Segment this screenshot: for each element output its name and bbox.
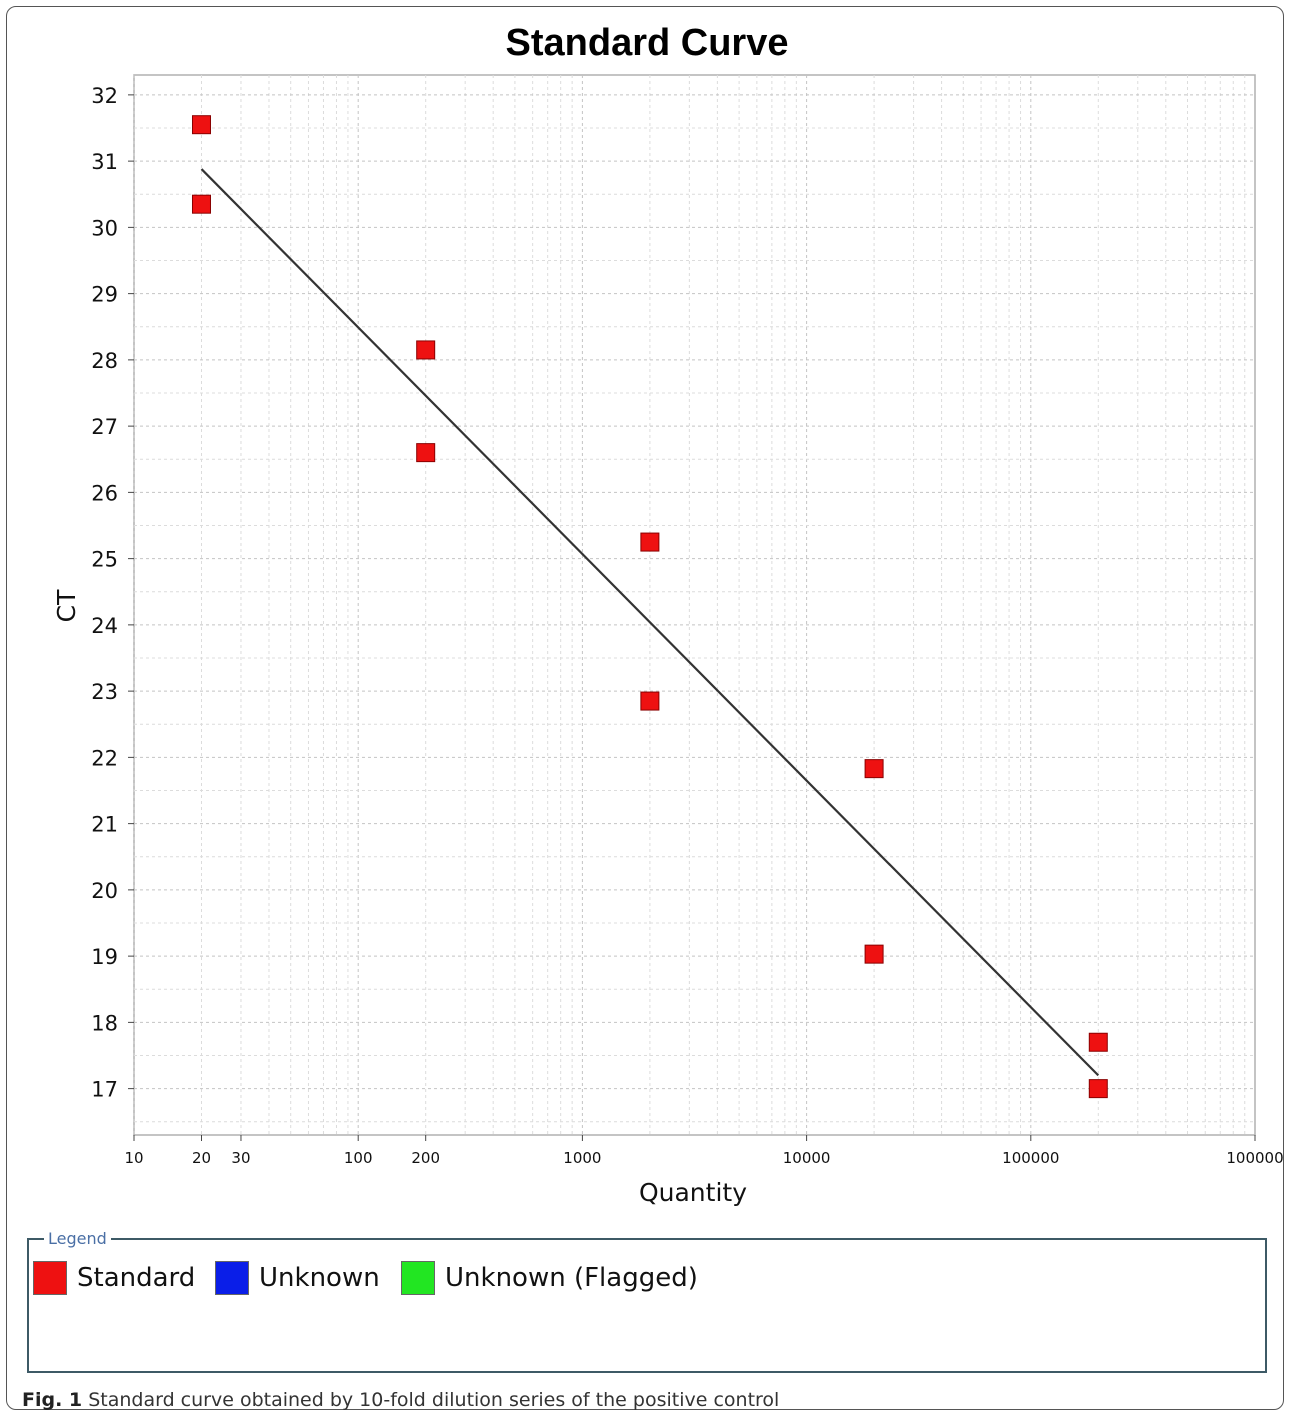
y-tick-label: 26 (91, 481, 118, 505)
x-tick-label: 10000 (783, 1149, 831, 1167)
y-tick-label: 27 (91, 415, 118, 439)
y-tick-label: 32 (91, 84, 118, 108)
x-tick-label: 1000 (563, 1149, 601, 1167)
legend-swatch-unknown (215, 1261, 249, 1295)
y-tick-label: 18 (91, 1011, 118, 1035)
legend-box (27, 1238, 1267, 1373)
x-tick-label: 100 (344, 1149, 373, 1167)
data-point-standard (1088, 1079, 1108, 1099)
y-tick-label: 28 (91, 349, 118, 373)
x-tick-label: 10 (124, 1149, 143, 1167)
y-axis-label: CT (52, 589, 81, 622)
regression-line (200, 168, 1100, 1077)
y-tick-label: 30 (91, 216, 118, 240)
legend-item-standard: Standard (33, 1260, 195, 1296)
data-points (191, 115, 1108, 1099)
plot-area (133, 74, 1256, 1136)
y-tick-label: 17 (91, 1078, 118, 1102)
standard-curve-chart: Standard Curve 17 18 19 20 21 22 23 24 25 26 27 28 2… (52, 22, 1284, 1207)
figure-frame (6, 6, 1284, 1410)
legend-title: Legend (44, 1229, 111, 1248)
legend-item-unknown-flagged: Unknown (Flagged) (401, 1260, 698, 1296)
x-tick-label: 30 (231, 1149, 250, 1167)
caption-text: Standard curve obtained by 10-fold dilut… (88, 1389, 780, 1411)
x-tick-label: 100000 (1226, 1149, 1283, 1167)
x-tick-label: 100000 (1002, 1149, 1059, 1167)
axes: 17 18 19 20 21 22 23 24 25 26 27 28 29 30 31 32 10 20 30 10… (91, 84, 1283, 1167)
y-tick-label: 29 (91, 283, 118, 307)
y-tick-label: 22 (91, 746, 118, 770)
legend-swatch-unknown-flagged (401, 1261, 435, 1295)
x-axis-label: Quantity (639, 1178, 747, 1207)
legend-item-unknown: Unknown (215, 1260, 380, 1296)
legend-label-standard: Standard (77, 1263, 196, 1293)
legend-label-unknown-flagged: Unknown (Flagged) (445, 1263, 698, 1293)
data-point-standard (640, 532, 660, 552)
y-tick-label: 19 (91, 945, 118, 969)
data-point-standard (416, 443, 436, 463)
data-point-standard (640, 691, 660, 711)
x-tick-label: 20 (192, 1149, 211, 1167)
data-point-standard (864, 944, 884, 964)
y-tick-label: 21 (91, 813, 118, 837)
chart-title: Standard Curve (506, 22, 789, 64)
data-point-standard (191, 194, 211, 214)
caption-label: Fig. 1 (22, 1389, 83, 1411)
y-tick-label: 24 (91, 614, 118, 638)
y-tick-label: 23 (91, 680, 118, 704)
figure-caption: Fig. 1 Standard curve obtained by 10-fol… (22, 1389, 779, 1411)
x-tick-label: 200 (411, 1149, 440, 1167)
grid-lines (133, 75, 1255, 1135)
data-point-standard (416, 340, 436, 360)
y-tick-label: 31 (91, 150, 118, 174)
data-point-standard (191, 115, 211, 135)
y-tick-label: 25 (91, 548, 118, 572)
data-point-standard (864, 759, 884, 779)
y-tick-label: 20 (91, 879, 118, 903)
legend-swatch-standard (33, 1261, 67, 1295)
data-point-standard (1088, 1032, 1108, 1052)
legend-label-unknown: Unknown (259, 1263, 380, 1293)
